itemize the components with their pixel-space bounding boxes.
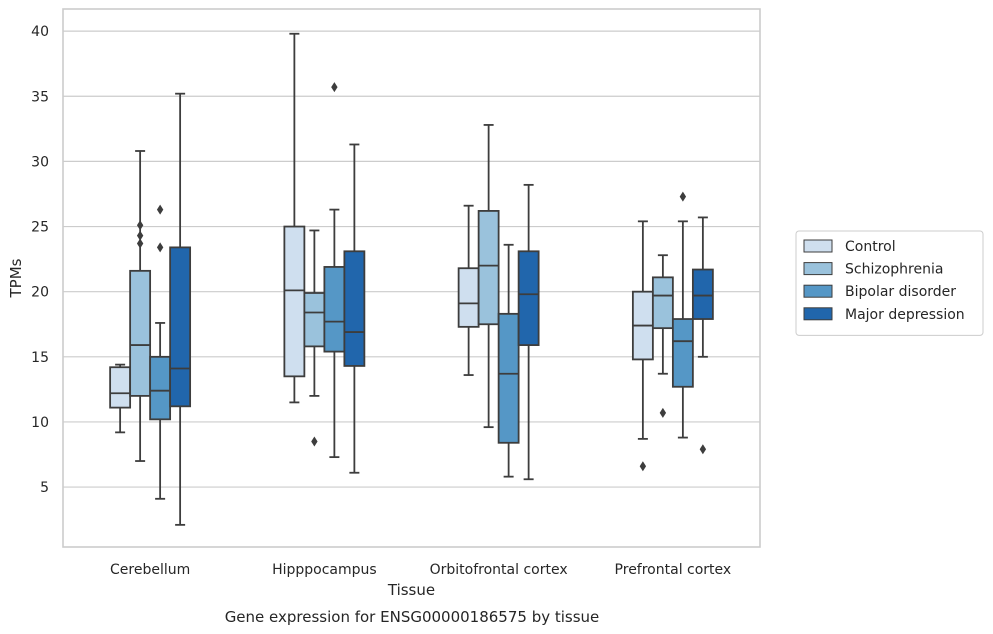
outlier-marker [136,238,144,249]
box-3-2 [671,191,694,439]
box-3-3 [691,216,714,455]
y-tick-label: 35 [31,89,49,105]
y-axis-label: TPMs [7,258,25,298]
box-0-1 [129,150,152,462]
outlier-marker [699,444,707,455]
legend-label: Bipolar disorder [845,284,956,300]
outlier-marker [156,204,164,215]
legend-swatch [803,307,833,321]
y-tick-label: 20 [31,285,49,301]
box-iqr [149,355,172,421]
box-3-1 [651,254,674,418]
chart-caption: Gene expression for ENSG00000186575 by t… [225,608,600,626]
box-iqr [497,312,520,444]
legend-label: Schizophrenia [845,262,943,278]
x-tick-label: Cerebellum [110,562,190,578]
legend: Control Schizophrenia Bipolar disorder Majo… [795,230,984,336]
box-iqr [303,292,326,348]
box-iqr [671,318,694,388]
outlier-marker [311,436,318,447]
legend-frame [795,230,984,336]
outlier-marker [679,191,687,202]
box-0-3 [169,92,192,526]
outlier-marker [331,82,338,93]
box-2-2 [497,243,520,478]
x-tick-labels: Cerebellum Hipppocampus Orbitofrontal cort… [110,562,731,578]
y-tick-label: 25 [31,220,49,236]
box-groups [109,32,714,526]
y-tick-labels: 5 10 15 20 25 30 35 40 [31,24,49,496]
box-iqr [283,225,306,378]
y-tick-label: 5 [40,480,49,496]
y-tick-label: 10 [31,415,49,431]
box-0-0 [109,363,132,434]
box-iqr [343,250,366,367]
legend-label: Control [845,239,896,255]
box-1-1 [303,229,326,447]
y-tick-label: 15 [31,350,49,366]
box-2-0 [457,204,480,376]
box-iqr [109,366,132,409]
box-0-2 [149,204,172,500]
box-iqr [517,250,540,346]
box-iqr [691,268,714,320]
box-1-2 [323,82,346,459]
box-3-0 [631,220,654,472]
y-tick-label: 30 [31,154,49,170]
outlier-marker [136,230,144,241]
legend-swatch [803,262,833,276]
box-iqr [477,210,500,326]
plot-frame [62,8,761,548]
x-tick-label: Hipppocampus [272,562,377,578]
legend-swatch [803,284,833,298]
box-2-3 [517,183,540,481]
box-iqr [169,246,192,408]
box-iqr [651,276,674,330]
legend-label: Major depression [845,307,965,323]
y-tick-label: 40 [31,24,49,40]
outlier-marker [136,220,144,231]
box-1-3 [343,143,366,474]
x-tick-label: Prefrontal cortex [615,562,732,578]
x-tick-label: Orbitofrontal cortex [430,562,568,578]
outlier-marker [659,407,667,418]
box-2-1 [477,124,500,429]
legend-swatch [803,239,833,253]
box-iqr [323,266,346,353]
x-axis-label: Tissue [387,581,435,599]
box-iqr [129,269,152,397]
box-iqr [457,267,480,328]
box-1-0 [283,32,306,404]
outlier-marker [639,461,647,472]
outlier-marker [156,242,164,253]
